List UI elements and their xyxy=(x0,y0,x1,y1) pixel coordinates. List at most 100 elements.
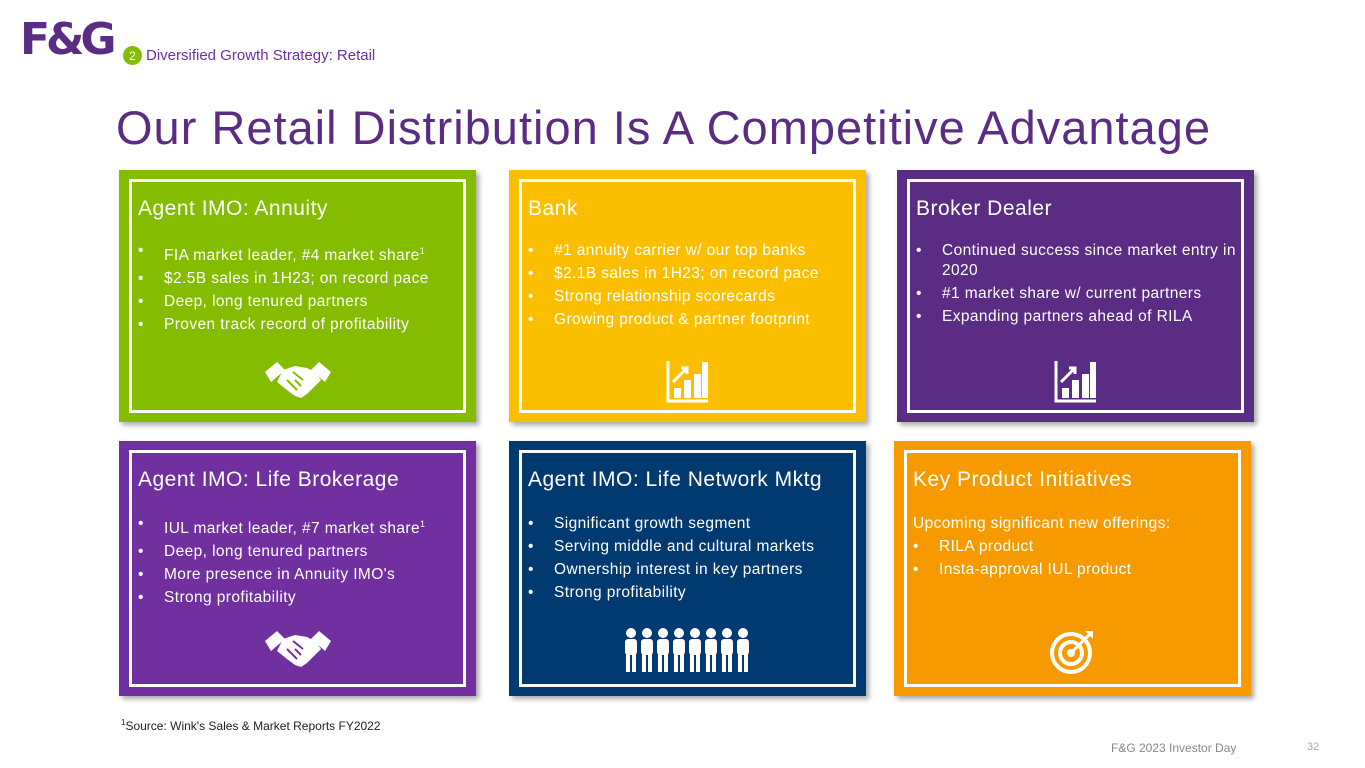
page-number: 32 xyxy=(1307,741,1320,753)
card-intro: Upcoming significant new offerings: xyxy=(913,515,1171,532)
bullet-text: Insta-approval IUL product xyxy=(939,560,1131,580)
bullet-dot: • xyxy=(528,265,534,282)
icon xyxy=(263,627,333,676)
bullet: • Deep, long tenured partners xyxy=(138,542,466,562)
card-border xyxy=(519,179,856,413)
card-body: • Continued success since market entry in… xyxy=(916,241,1244,330)
bullet-main: Continued success since market entry in … xyxy=(942,242,1236,279)
logo: F&G xyxy=(20,14,117,65)
card-border xyxy=(519,450,856,687)
bullet-text: Deep, long tenured partners xyxy=(164,292,368,312)
bullet-text: Proven track record of profitability xyxy=(164,315,409,335)
card-title: Key Product Initiatives xyxy=(913,468,1133,491)
bullet: • Expanding partners ahead of RILA xyxy=(916,307,1244,327)
bullet-dot: • xyxy=(138,566,144,584)
slide-title: Our Retail Distribution Is A Competitive… xyxy=(116,101,1211,154)
bullet-text: IUL market leader, #7 market share1 xyxy=(164,514,425,539)
card-body: • Significant growth segment • Serving midd… xyxy=(528,514,856,606)
bullet-text: FIA market leader, #4 market share1 xyxy=(164,241,425,266)
bullet-main: RILA product xyxy=(939,538,1034,555)
icon xyxy=(1053,358,1099,409)
card-body: Upcoming significant new offerings: • RILA… xyxy=(913,514,1241,583)
card: Agent IMO: Annuity • FIA market leader, #4… xyxy=(119,170,476,422)
card-border xyxy=(129,450,466,687)
bullet: • Strong profitability xyxy=(528,583,856,603)
bullet-dot: • xyxy=(138,316,144,334)
bullet: • Continued success since market entry in… xyxy=(916,241,1244,281)
icon xyxy=(623,627,753,678)
card-border xyxy=(904,450,1241,687)
bullet: • #1 annuity carrier w/ our top banks xyxy=(528,241,856,261)
bullet-dot: • xyxy=(528,288,534,305)
section-number: 2 xyxy=(123,46,142,65)
icon xyxy=(665,358,711,409)
bullet: • #1 market share w/ current partners xyxy=(916,284,1244,304)
bullet-text: Ownership interest in key partners xyxy=(554,560,803,580)
bullet-dot: • xyxy=(913,561,919,578)
card-body: • FIA market leader, #4 market share1 • $2.… xyxy=(138,241,466,338)
bullet: • More presence in Annuity IMO's xyxy=(138,565,466,585)
bullet-dot: • xyxy=(916,308,922,325)
card: Agent IMO: Life Network Mktg • Significant… xyxy=(509,441,866,696)
bullet-main: Deep, long tenured partners xyxy=(164,543,368,561)
card: Bank • #1 annuity carrier w/ our top banks… xyxy=(509,170,866,422)
bullet-main: #1 market share w/ current partners xyxy=(942,285,1202,302)
section-text: Diversified Growth Strategy: Retail xyxy=(146,47,376,64)
bullet-dot: • xyxy=(528,561,534,578)
bullet-text: Serving middle and cultural markets xyxy=(554,537,814,557)
bullet-dot: • xyxy=(528,584,534,601)
footer-event: F&G 2023 Investor Day xyxy=(1111,741,1237,755)
bullet-dot: • xyxy=(138,543,144,561)
card-border xyxy=(907,179,1244,413)
footnote-marker: 1 xyxy=(121,718,126,727)
bullet-text: #1 market share w/ current partners xyxy=(942,284,1202,304)
bullet: • Strong profitability xyxy=(138,588,466,608)
bullet-dot: • xyxy=(528,242,534,259)
bullet-main: Expanding partners ahead of RILA xyxy=(942,308,1193,325)
bullet-main: FIA market leader, #4 market share xyxy=(164,247,420,265)
bullet: • $2.1B sales in 1H23; on record pace xyxy=(528,264,856,284)
bullet-dot: • xyxy=(138,589,144,607)
bullet-text: Strong relationship scorecards xyxy=(554,287,775,307)
bullet-main: More presence in Annuity IMO's xyxy=(164,566,396,584)
bullet-main: Proven track record of profitability xyxy=(164,316,410,334)
bullet: • Serving middle and cultural markets xyxy=(528,537,856,557)
bullet-text: Growing product & partner footprint xyxy=(554,310,810,330)
bullet-main: Strong profitability xyxy=(554,584,687,601)
bullet: • FIA market leader, #4 market share1 xyxy=(138,241,466,266)
bullet-text: $2.5B sales in 1H23; on record pace xyxy=(164,269,429,289)
bullet: • Insta-approval IUL product xyxy=(913,560,1241,580)
icon xyxy=(263,358,333,407)
footnote-text: Source: Wink's Sales & Market Reports FY… xyxy=(125,719,381,733)
bullet-main: Insta-approval IUL product xyxy=(939,561,1132,578)
bullet-main: Strong profitability xyxy=(164,589,297,607)
section-label: 2 Diversified Growth Strategy: Retail xyxy=(123,46,375,65)
bullet: • Deep, long tenured partners xyxy=(138,292,466,312)
bullet-text: RILA product xyxy=(939,537,1033,557)
card-title: Agent IMO: Life Brokerage xyxy=(138,468,400,491)
card: Key Product Initiatives Upcoming signific… xyxy=(894,441,1251,696)
bullet: • RILA product xyxy=(913,537,1241,557)
bullet: • Growing product & partner footprint xyxy=(528,310,856,330)
bullet-main: Ownership interest in key partners xyxy=(554,561,803,578)
card: Agent IMO: Life Brokerage • IUL market lea… xyxy=(119,441,476,696)
bullet-main: Deep, long tenured partners xyxy=(164,293,368,311)
bullet-main: IUL market leader, #7 market share xyxy=(164,520,420,538)
bullet-dot: • xyxy=(138,270,144,288)
card-border xyxy=(129,179,466,413)
bullet-text: #1 annuity carrier w/ our top banks xyxy=(554,241,806,261)
bullet-main: Serving middle and cultural markets xyxy=(554,538,815,555)
bullet-main: Significant growth segment xyxy=(554,515,751,532)
bullet-dot: • xyxy=(916,285,922,302)
card: Broker Dealer • Continued success since ma… xyxy=(897,170,1254,422)
card-title: Bank xyxy=(528,197,578,220)
bullet-main: $2.1B sales in 1H23; on record pace xyxy=(554,265,819,282)
bullet-dot: • xyxy=(138,242,144,259)
bullet: • Strong relationship scorecards xyxy=(528,287,856,307)
bullet-dot: • xyxy=(528,515,534,532)
bullet: • Proven track record of profitability xyxy=(138,315,466,335)
bullet: • $2.5B sales in 1H23; on record pace xyxy=(138,269,466,289)
icon xyxy=(1049,627,1097,680)
card-body: • #1 annuity carrier w/ our top banks • $2.… xyxy=(528,241,856,333)
